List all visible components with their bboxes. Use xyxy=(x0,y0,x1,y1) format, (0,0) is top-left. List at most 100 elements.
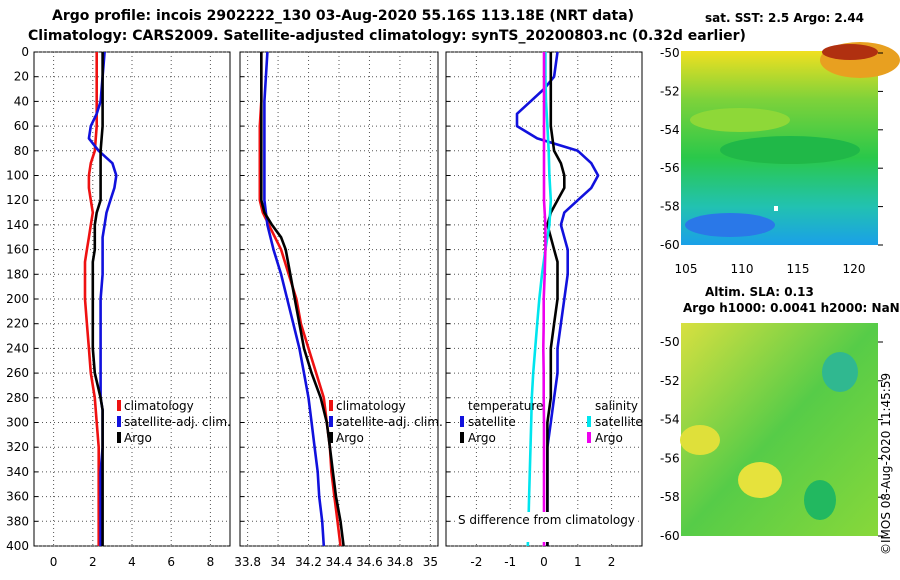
difference-legend: temperature salinity satellite Argo sate… xyxy=(460,399,643,445)
legend-label-t-argo: Argo xyxy=(468,431,496,445)
depth-tick-label: 0 xyxy=(21,45,29,59)
x-tick-label: 4 xyxy=(128,555,136,569)
sla-low-region xyxy=(822,352,858,392)
x-tick-label: 34.2 xyxy=(295,555,322,569)
depth-tick-label: 100 xyxy=(6,169,29,183)
sst-lat-ticks: -50 -52 -54 -56 -58 -60 xyxy=(660,46,883,252)
x-tick-label: -1 xyxy=(504,555,516,569)
x-tick-label: 1 xyxy=(574,555,582,569)
lat-tick-label: -60 xyxy=(660,529,680,543)
lon-tick-label: 105 xyxy=(675,262,698,276)
legend-label-argo: Argo xyxy=(336,431,364,445)
depth-tick-label: 140 xyxy=(6,218,29,232)
legend-label-climatology: climatology xyxy=(124,399,194,413)
depth-tick-label: 160 xyxy=(6,243,29,257)
x-tick-label: 0 xyxy=(50,555,58,569)
legend-swatch-satellite xyxy=(117,416,121,427)
temperature-panel: 0 2 4 6 8 climatology satellite-adj. clim. A… xyxy=(33,51,231,569)
series-temperature-argo xyxy=(546,52,566,546)
depth-tick-label: 60 xyxy=(14,119,29,133)
legend-swatch-t-satellite xyxy=(460,416,464,427)
x-tick-label: 34.6 xyxy=(356,555,383,569)
sla-map-title-1: Altim. SLA: 0.13 xyxy=(705,285,814,299)
imos-credit: ©IMOS 08-Aug-2020 11:45:59 xyxy=(879,373,893,555)
depth-tick-label: 240 xyxy=(6,341,29,355)
temperature-legend: climatology satellite-adj. clim. Argo xyxy=(117,399,231,445)
x-tick-label: 34.4 xyxy=(326,555,353,569)
legend-swatch-s-argo xyxy=(587,432,591,443)
lon-tick-label: 120 xyxy=(843,262,866,276)
depth-tick-label: 120 xyxy=(6,193,29,207)
series-climatology xyxy=(83,52,100,546)
legend-swatch-argo xyxy=(117,432,121,443)
argo-location-marker xyxy=(774,206,778,211)
temperature-series xyxy=(83,51,118,546)
depth-tick-label: 380 xyxy=(6,514,29,528)
depth-tick-label: 400 xyxy=(6,539,29,553)
salinity-panel: 33.8 34 34.2 34.4 34.6 34.8 35 climatology sat… xyxy=(234,51,443,569)
sst-mid-region xyxy=(690,108,790,132)
lat-tick-label: -52 xyxy=(660,374,680,388)
legend-label-s-satellite: satellite xyxy=(595,415,643,429)
x-tick-label: 8 xyxy=(207,555,215,569)
depth-tick-label: 260 xyxy=(6,366,29,380)
temperature-x-ticks: 0 2 4 6 8 xyxy=(50,555,214,569)
salinity-legend: climatology satellite-adj. clim. Argo xyxy=(329,399,443,445)
sla-low-region-2 xyxy=(804,480,836,520)
depth-tick-label: 340 xyxy=(6,465,29,479)
legend-swatch-climatology xyxy=(329,400,333,411)
lat-tick-label: -58 xyxy=(660,490,680,504)
sst-cold-patch xyxy=(685,213,775,237)
series-satellite-adj-clim- xyxy=(263,51,326,547)
series-salinity-satellite xyxy=(526,52,553,547)
lat-tick-label: -50 xyxy=(660,335,680,349)
legend-swatch-t-argo xyxy=(460,432,464,443)
series-argo xyxy=(91,52,104,546)
depth-tick-label: 360 xyxy=(6,490,29,504)
lon-tick-label: 115 xyxy=(787,262,810,276)
sla-high-region xyxy=(680,425,720,455)
lat-tick-label: -52 xyxy=(660,84,680,98)
depth-tick-label: 40 xyxy=(14,94,29,108)
difference-series xyxy=(515,51,600,547)
sla-map: Altim. SLA: 0.13 Argo h1000: 0.0041 h200… xyxy=(660,285,900,543)
x-tick-label: -2 xyxy=(470,555,482,569)
temperature-grid xyxy=(34,51,230,547)
depth-tick-label: 180 xyxy=(6,267,29,281)
x-tick-label: 34.8 xyxy=(387,555,414,569)
lat-tick-label: -56 xyxy=(660,161,680,175)
series-temperature-satellite xyxy=(515,51,600,546)
depth-tick-label: 280 xyxy=(6,391,29,405)
lat-tick-label: -50 xyxy=(660,46,680,60)
temperature-panel-frame xyxy=(33,51,231,547)
sst-map: sat. SST: 2.5 Argo: 2.44 -50 -52 -54 -56 -58… xyxy=(660,11,900,276)
lat-tick-label: -54 xyxy=(660,413,680,427)
series-argo xyxy=(259,52,345,547)
legend-label-climatology: climatology xyxy=(336,399,406,413)
legend-heading-temperature: temperature xyxy=(468,399,543,413)
lat-tick-label: -60 xyxy=(660,238,680,252)
legend-label-s-argo: Argo xyxy=(595,431,623,445)
x-tick-label: 0 xyxy=(540,555,548,569)
lon-tick-label: 110 xyxy=(731,262,754,276)
depth-tick-label: 20 xyxy=(14,70,29,84)
x-tick-label: 35 xyxy=(423,555,438,569)
legend-label-t-satellite: satellite xyxy=(468,415,516,429)
sla-high-region-2 xyxy=(738,462,782,498)
depth-tick-label: 80 xyxy=(14,144,29,158)
series-salinity-argo xyxy=(541,52,547,546)
depth-tick-label: 320 xyxy=(6,440,29,454)
legend-label-satellite: satellite-adj. clim. xyxy=(124,415,231,429)
difference-xlabel-backdrop xyxy=(458,512,638,542)
sst-cool-band xyxy=(720,136,860,164)
salinity-series xyxy=(258,51,345,547)
sla-map-title-2: Argo h1000: 0.0041 h2000: NaN xyxy=(683,301,900,315)
depth-tick-label: 300 xyxy=(6,416,29,430)
legend-heading-salinity: salinity xyxy=(595,399,638,413)
salinity-x-ticks: 33.8 34 34.2 34.4 34.6 34.8 35 xyxy=(234,555,438,569)
x-tick-label: 33.8 xyxy=(234,555,261,569)
sla-lat-ticks: -50 -52 -54 -56 -58 -60 xyxy=(660,335,883,543)
difference-x-ticks: -2 -1 0 1 2 xyxy=(470,555,615,569)
